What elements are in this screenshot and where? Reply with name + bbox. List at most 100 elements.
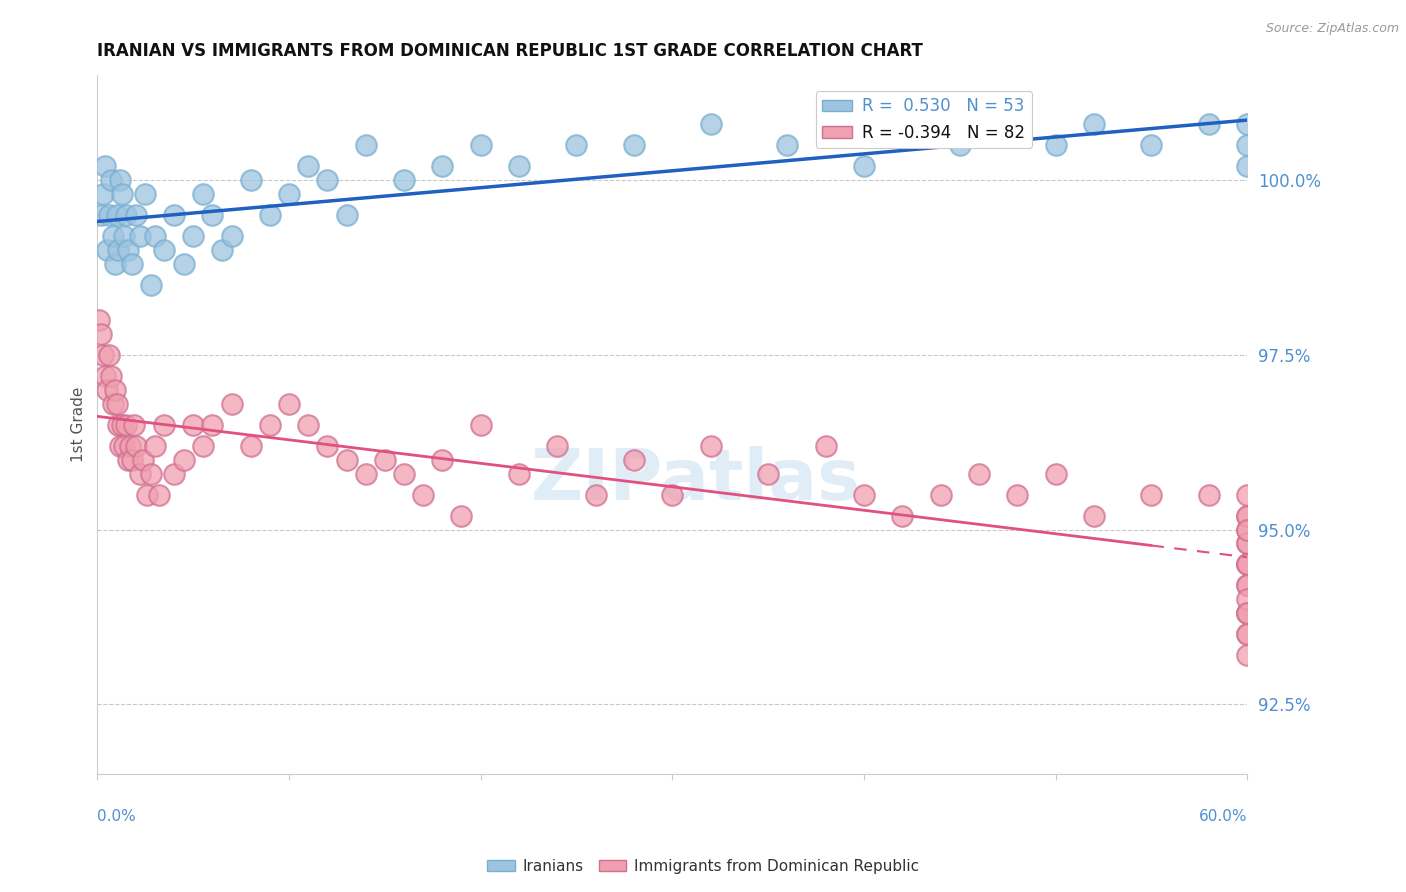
Point <box>1236 159 1258 173</box>
Point <box>125 439 148 453</box>
Point <box>814 439 837 453</box>
Point <box>139 277 162 292</box>
Point <box>1045 467 1067 481</box>
Point <box>1140 138 1163 153</box>
Point <box>1236 607 1258 621</box>
Point <box>1236 508 1258 523</box>
Point <box>112 229 135 244</box>
Point <box>181 417 204 432</box>
Point <box>1083 117 1105 131</box>
Point <box>1236 607 1258 621</box>
Point <box>239 439 262 453</box>
Point <box>1236 592 1258 607</box>
Point <box>1198 117 1220 131</box>
Point <box>110 439 132 453</box>
Legend: R =  0.530   N = 53, R = -0.394   N = 82: R = 0.530 N = 53, R = -0.394 N = 82 <box>815 90 1032 148</box>
Point <box>94 159 117 173</box>
Point <box>1045 138 1067 153</box>
Point <box>125 208 148 222</box>
Text: ZIPatlas: ZIPatlas <box>530 446 860 515</box>
Point <box>90 326 112 341</box>
Point <box>1007 487 1029 501</box>
Point <box>211 243 233 257</box>
Point <box>111 417 134 432</box>
Point <box>100 173 122 187</box>
Point <box>661 487 683 501</box>
Point <box>89 313 111 327</box>
Point <box>623 452 645 467</box>
Point <box>450 508 472 523</box>
Point <box>1083 508 1105 523</box>
Point <box>100 368 122 383</box>
Point <box>699 439 721 453</box>
Point <box>153 243 176 257</box>
Point <box>1236 508 1258 523</box>
Point <box>107 243 129 257</box>
Point <box>121 452 143 467</box>
Point <box>122 417 145 432</box>
Point <box>852 487 875 501</box>
Point <box>91 348 114 362</box>
Point <box>891 508 914 523</box>
Point <box>1236 558 1258 572</box>
Point <box>1236 578 1258 592</box>
Point <box>201 208 224 222</box>
Point <box>97 348 120 362</box>
Point <box>432 452 454 467</box>
Point <box>101 229 124 244</box>
Point <box>1236 536 1258 550</box>
Point <box>132 452 155 467</box>
Point <box>94 368 117 383</box>
Point <box>354 467 377 481</box>
Point <box>117 452 139 467</box>
Point <box>278 187 301 202</box>
Legend: Iranians, Immigrants from Dominican Republic: Iranians, Immigrants from Dominican Repu… <box>481 853 925 880</box>
Point <box>412 487 434 501</box>
Point <box>354 138 377 153</box>
Point <box>470 417 492 432</box>
Point <box>104 257 127 271</box>
Point <box>1236 487 1258 501</box>
Point <box>136 487 159 501</box>
Point <box>128 229 150 244</box>
Point <box>297 159 319 173</box>
Y-axis label: 1st Grade: 1st Grade <box>72 387 86 462</box>
Point <box>392 173 415 187</box>
Point <box>90 208 112 222</box>
Point <box>143 229 166 244</box>
Point <box>101 397 124 411</box>
Point <box>1236 607 1258 621</box>
Point <box>148 487 170 501</box>
Point <box>1236 627 1258 641</box>
Point <box>128 467 150 481</box>
Point <box>585 487 607 501</box>
Point <box>117 243 139 257</box>
Point <box>163 208 186 222</box>
Point <box>699 117 721 131</box>
Point <box>139 467 162 481</box>
Point <box>508 159 530 173</box>
Point <box>104 383 127 397</box>
Point <box>259 208 281 222</box>
Point <box>756 467 779 481</box>
Point <box>110 173 132 187</box>
Point <box>191 187 214 202</box>
Point <box>432 159 454 173</box>
Point <box>143 439 166 453</box>
Point <box>97 208 120 222</box>
Point <box>111 187 134 202</box>
Point <box>278 397 301 411</box>
Point <box>508 467 530 481</box>
Point <box>546 439 568 453</box>
Point <box>163 467 186 481</box>
Point <box>565 138 588 153</box>
Point <box>623 138 645 153</box>
Point <box>173 257 195 271</box>
Point <box>115 208 138 222</box>
Point <box>96 243 118 257</box>
Point <box>1236 138 1258 153</box>
Point <box>967 467 990 481</box>
Point <box>191 439 214 453</box>
Point <box>1236 117 1258 131</box>
Point <box>297 417 319 432</box>
